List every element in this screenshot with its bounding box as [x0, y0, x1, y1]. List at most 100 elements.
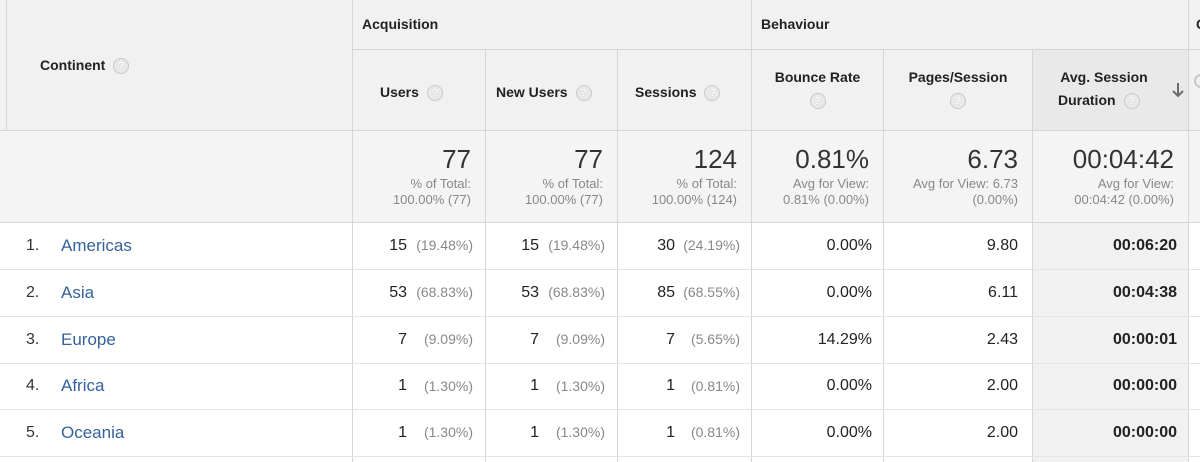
pages-session-value: 9.80 [986, 237, 1018, 254]
row-rank: 2. [26, 284, 40, 301]
behaviour-group-header: Behaviour [761, 16, 830, 32]
bounce-rate-value: 14.29% [817, 331, 872, 348]
bounce-rate-header-label: Bounce Rate [774, 69, 861, 85]
total-pages-session: 6.73 Avg for View: 6.73 (0.00%) [883, 130, 1032, 222]
new-users-value: 53 [521, 284, 539, 301]
pages-session-value: 2.43 [986, 331, 1018, 348]
users-value: 1 [398, 424, 407, 441]
new-users-percent: (9.09%) [555, 331, 605, 347]
partial-group-header: C [1196, 13, 1200, 36]
total-pages-session-sub: Avg for View: 6.73 (0.00%) [912, 176, 1018, 207]
sessions-percent: (24.19%) [683, 237, 740, 253]
total-avg-session-value: 00:04:42 [1072, 144, 1174, 174]
users-column-header[interactable]: Users? [380, 81, 443, 104]
partial-column-bg [1189, 0, 1200, 130]
bounce-rate-value: 0.00% [826, 284, 872, 301]
continent-link[interactable]: Asia [61, 283, 95, 302]
help-icon[interactable]: ? [809, 93, 826, 110]
new-users-header-label: New Users [496, 84, 568, 100]
avg-session-duration-value: 00:04:38 [1112, 284, 1177, 301]
users-percent: (68.83%) [416, 284, 473, 300]
table-row: 2. Asia 53 (68.83%) 53 (68.83%) 85 (68.5… [0, 269, 1200, 316]
total-avg-session-sub: Avg for View: 00:04:42 (0.00%) [1074, 176, 1174, 207]
row-rank: 3. [26, 331, 40, 348]
total-sessions-value: 124 [693, 144, 737, 174]
total-pages-session-value: 6.73 [967, 144, 1018, 174]
sessions-value: 7 [666, 331, 675, 348]
pages-session-value: 2.00 [986, 424, 1018, 441]
row-rank: 5. [26, 424, 40, 441]
avg-session-duration-value: 00:00:00 [1112, 424, 1177, 441]
users-header-label: Users [380, 84, 419, 100]
row-rank: 1. [26, 237, 40, 254]
pages-session-header-label: Pages/Session [908, 69, 1008, 85]
sorted-column-body-bg [1032, 222, 1188, 462]
pages-session-value: 2.00 [986, 377, 1018, 394]
sorted-column-header-bg [1032, 50, 1188, 130]
new-users-column-header[interactable]: New Users? [496, 81, 592, 104]
continent-link[interactable]: Africa [61, 376, 105, 395]
continent-column-header[interactable]: Continent? [40, 54, 130, 77]
total-bounce-rate-value: 0.81% [795, 144, 869, 174]
continent-link[interactable]: Oceania [61, 423, 125, 442]
help-icon[interactable]: ? [575, 85, 592, 102]
sessions-value: 85 [657, 284, 675, 301]
row-rank: 4. [26, 377, 40, 394]
pages-session-column-header[interactable]: Pages/Session ? [884, 66, 1032, 111]
total-bounce-rate-sub: Avg for View: 0.81% (0.00%) [783, 176, 869, 207]
table-row: 5. Oceania 1 (1.30%) 1 (1.30%) 1 (0.81%)… [0, 409, 1200, 456]
sessions-percent: (0.81%) [690, 378, 740, 394]
users-value: 15 [389, 237, 407, 254]
sessions-column-header[interactable]: Sessions? [635, 81, 721, 104]
continent-link[interactable]: Europe [61, 330, 116, 349]
total-users-sub: % of Total: 100.00% (77) [392, 176, 471, 207]
total-users: 77 % of Total: 100.00% (77) [352, 130, 485, 222]
totals-row [0, 130, 1200, 222]
bounce-rate-value: 0.00% [826, 237, 872, 254]
continent-header-label: Continent [40, 57, 106, 73]
help-icon[interactable]: ? [950, 93, 966, 110]
avg-session-duration-value: 00:06:20 [1112, 237, 1177, 254]
users-percent: (1.30%) [423, 424, 473, 440]
new-users-value: 7 [530, 331, 539, 348]
help-icon[interactable]: ? [1123, 93, 1140, 110]
avg-session-duration-value: 00:00:01 [1112, 331, 1177, 348]
new-users-percent: (19.48%) [548, 237, 605, 253]
users-value: 53 [389, 284, 407, 301]
bounce-rate-value: 0.00% [826, 377, 872, 394]
users-percent: (19.48%) [416, 237, 473, 253]
total-new-users-value: 77 [574, 144, 603, 174]
avg-session-header-line1: Avg. Session [1060, 69, 1148, 85]
new-users-value: 1 [530, 424, 539, 441]
sessions-percent: (68.55%) [683, 284, 740, 300]
new-users-percent: (1.30%) [555, 424, 605, 440]
users-percent: (1.30%) [423, 378, 473, 394]
table-row: 3. Europe 7 (9.09%) 7 (9.09%) 7 (5.65%) … [0, 316, 1200, 363]
pages-session-value: 6.11 [988, 284, 1018, 301]
new-users-percent: (68.83%) [548, 284, 605, 300]
help-icon[interactable]: ? [704, 85, 721, 102]
total-new-users: 77 % of Total: 100.00% (77) [485, 130, 617, 222]
bounce-rate-column-header[interactable]: Bounce Rate ? [752, 66, 883, 111]
total-avg-session-duration: 00:04:42 Avg for View: 00:04:42 (0.00%) [1032, 130, 1188, 222]
sessions-value: 1 [666, 424, 675, 441]
avg-session-duration-column-header[interactable]: Avg. Session Duration? [1058, 66, 1150, 112]
users-value: 7 [398, 331, 407, 348]
bounce-rate-value: 0.00% [826, 424, 872, 441]
total-sessions: 124 % of Total: 100.00% (124) [617, 130, 751, 222]
sessions-value: 1 [666, 377, 675, 394]
help-icon[interactable]: ? [426, 85, 443, 102]
help-icon[interactable]: ? [113, 58, 130, 75]
continent-link[interactable]: Americas [61, 236, 132, 255]
total-bounce-rate: 0.81% Avg for View: 0.81% (0.00%) [751, 130, 883, 222]
total-sessions-sub: % of Total: 100.00% (124) [651, 176, 737, 207]
sort-arrow-down-icon[interactable] [1171, 82, 1185, 98]
users-value: 1 [398, 377, 407, 394]
total-users-value: 77 [442, 144, 471, 174]
acquisition-group-header: Acquisition [362, 16, 439, 32]
sessions-percent: (5.65%) [690, 331, 740, 347]
new-users-value: 1 [530, 377, 539, 394]
avg-session-duration-value: 00:00:00 [1112, 377, 1177, 394]
table-row: 4. Africa 1 (1.30%) 1 (1.30%) 1 (0.81%) … [0, 363, 1200, 409]
table-row: 1. Americas 15 (19.48%) 15 (19.48%) 30 (… [0, 222, 1200, 269]
